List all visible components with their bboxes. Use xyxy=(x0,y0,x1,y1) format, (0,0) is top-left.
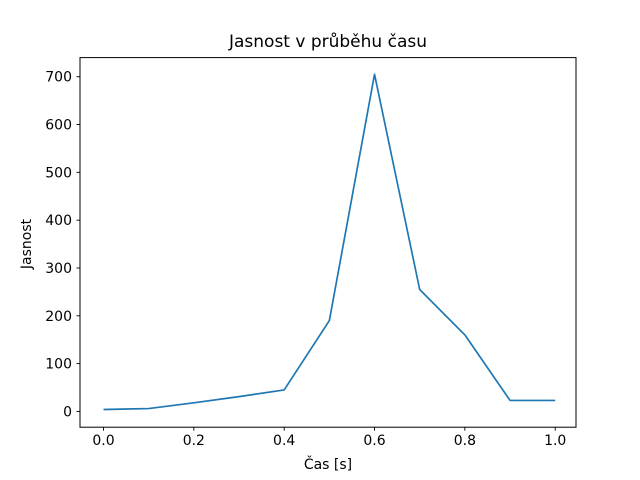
plot-border xyxy=(79,57,577,428)
chart-title: Jasnost v průběhu času xyxy=(228,32,427,52)
data-line xyxy=(103,73,556,411)
y-tick-label: 600 xyxy=(45,118,72,134)
y-tick-label: 500 xyxy=(45,165,72,181)
x-tick-label: 0.4 xyxy=(273,433,295,449)
x-axis: 0.0 0.2 0.4 0.6 0.8 1.0 xyxy=(92,427,566,449)
x-tick-label: 0.2 xyxy=(183,433,205,449)
y-tick-label: 100 xyxy=(45,357,72,373)
x-tick-label: 1.0 xyxy=(544,433,566,449)
y-tick-label: 300 xyxy=(45,261,72,277)
y-tick-label: 700 xyxy=(45,70,72,86)
y-axis: 0 100 200 300 400 500 600 700 xyxy=(45,70,80,420)
y-tick-label: 0 xyxy=(63,404,72,420)
y-axis-label: Jasnost xyxy=(19,218,35,270)
x-tick-label: 0.8 xyxy=(454,433,476,449)
y-tick-label: 400 xyxy=(45,213,72,229)
x-axis-label: Čas [s] xyxy=(304,455,352,473)
x-tick-label: 0.6 xyxy=(363,433,385,449)
x-tick-label: 0.0 xyxy=(92,433,114,449)
y-tick-label: 200 xyxy=(45,309,72,325)
plot-area: 0.0 0.2 0.4 0.6 0.8 1.0 0 100 200 300 400 500 600 700 xyxy=(45,57,577,449)
